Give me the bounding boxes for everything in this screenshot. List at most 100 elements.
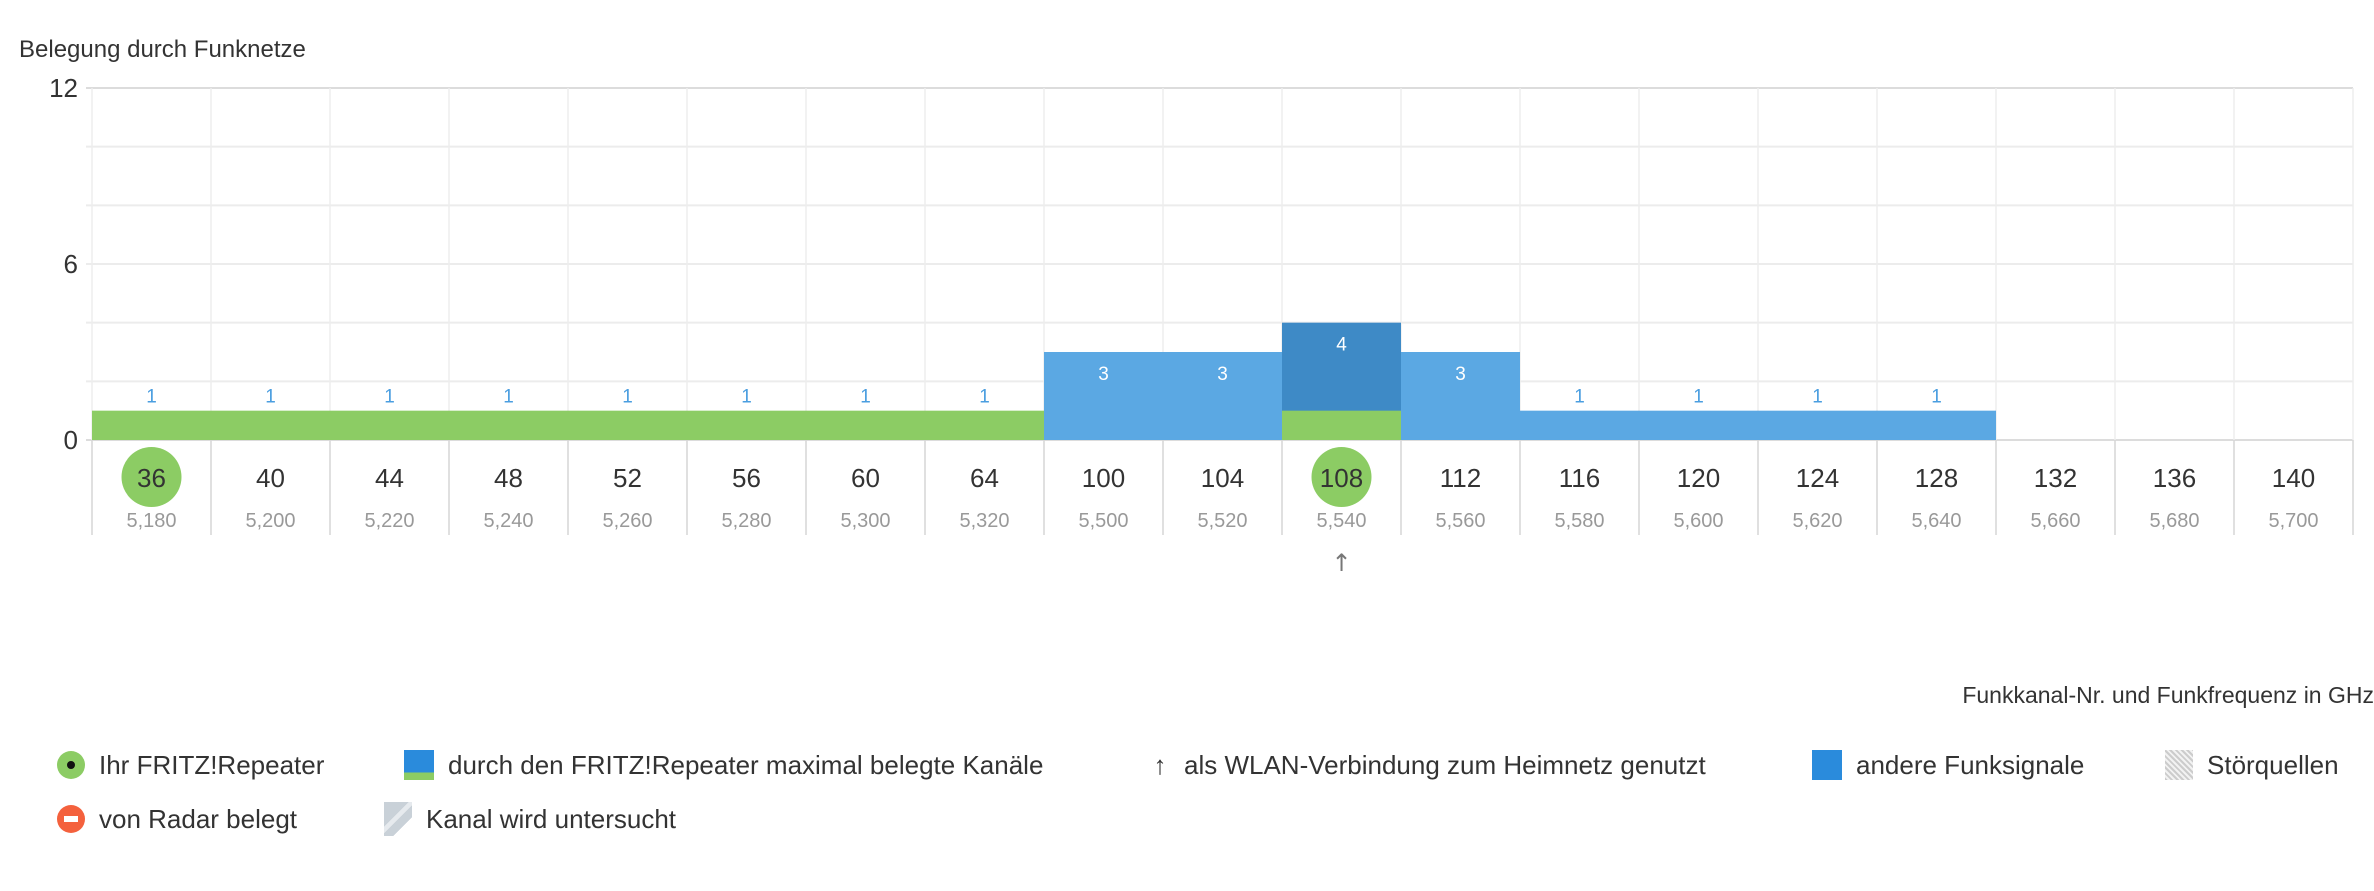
repeater-channel-marker [121, 447, 182, 507]
bar-repeater [806, 410, 925, 440]
bar-value-label: 1 [1574, 387, 1585, 408]
legend-item-investigating: Kanal wird untersucht [384, 799, 676, 839]
bar-value-label: 1 [265, 387, 276, 408]
channel-label: 112 [1440, 463, 1481, 493]
frequency-label: 5,620 [1792, 510, 1842, 532]
used-channels-square-icon [404, 750, 434, 780]
frequency-label: 5,500 [1078, 510, 1128, 532]
bar-value-label: 1 [146, 387, 157, 408]
bar [1520, 410, 1639, 440]
radar-icon [57, 805, 85, 833]
channel-label: 104 [1201, 463, 1244, 493]
channel-label: 52 [613, 463, 642, 493]
bar-repeater [449, 410, 568, 440]
channel-label: 48 [494, 463, 523, 493]
frequency-label: 5,680 [2149, 510, 2199, 532]
bar-value-label: 1 [384, 387, 395, 408]
channel-label: 128 [1915, 463, 1958, 493]
bar-value-label: 1 [1693, 387, 1704, 408]
frequency-label: 5,600 [1673, 510, 1723, 532]
channel-label: 120 [1677, 463, 1720, 493]
bar-repeater [330, 410, 449, 440]
legend-item-interference: Störquellen [2165, 745, 2339, 785]
legend-label: Ihr FRITZ!Repeater [99, 749, 325, 780]
channel-label: 108 [1320, 463, 1363, 493]
frequency-label: 5,660 [2030, 510, 2080, 532]
y-tick-label: 6 [64, 249, 78, 279]
channel-label: 116 [1559, 463, 1600, 493]
legend-item-uplink: ↑ als WLAN-Verbindung zum Heimnetz genut… [1150, 745, 1706, 785]
channel-label: 40 [256, 463, 285, 493]
frequency-label: 5,200 [245, 510, 295, 532]
bar-value-label: 3 [1217, 364, 1228, 385]
channel-label: 36 [137, 463, 166, 493]
frequency-label: 5,520 [1197, 510, 1247, 532]
frequency-label: 5,260 [602, 510, 652, 532]
y-tick-label: 0 [64, 425, 78, 455]
frequency-label: 5,640 [1911, 510, 1961, 532]
bar [1044, 352, 1163, 440]
bar-value-label: 3 [1098, 364, 1109, 385]
legend-label: andere Funksignale [1856, 749, 2085, 780]
bar [1877, 410, 1996, 440]
legend-item-used-channels: durch den FRITZ!Repeater maximal belegte… [404, 745, 1043, 785]
frequency-label: 5,320 [959, 510, 1009, 532]
bar-repeater-segment [1282, 410, 1401, 440]
legend-label: durch den FRITZ!Repeater maximal belegte… [448, 749, 1044, 780]
bar-value-label: 1 [622, 387, 633, 408]
repeater-channel-marker [1311, 447, 1372, 507]
frequency-label: 5,560 [1435, 510, 1485, 532]
bar-repeater [92, 410, 211, 440]
channel-label: 64 [970, 463, 999, 493]
bar-value-label: 1 [741, 387, 752, 408]
legend-label: Störquellen [2207, 749, 2339, 780]
legend-label: als WLAN-Verbindung zum Heimnetz genutzt [1184, 749, 1706, 780]
bar-repeater [568, 410, 687, 440]
channel-label: 136 [2153, 463, 2196, 493]
y-tick-label: 12 [49, 73, 78, 103]
frequency-label: 5,240 [483, 510, 533, 532]
interference-hatch-icon [2165, 750, 2193, 780]
bar-repeater [925, 410, 1044, 440]
legend-item-repeater: Ihr FRITZ!Repeater [57, 745, 324, 785]
frequency-label: 5,180 [126, 510, 176, 532]
bar-value-label: 1 [979, 387, 990, 408]
frequency-label: 5,220 [364, 510, 414, 532]
frequency-label: 5,700 [2268, 510, 2318, 532]
bar-value-label: 1 [860, 387, 871, 408]
frequency-label: 5,580 [1554, 510, 1604, 532]
x-axis-label: Funkkanal-Nr. und Funkfrequenz in GHz [1962, 682, 2374, 708]
legend-item-radar: von Radar belegt [57, 799, 297, 839]
bar-value-label: 1 [1931, 387, 1942, 408]
bar [1639, 410, 1758, 440]
channel-label: 100 [1082, 463, 1125, 493]
frequency-label: 5,540 [1316, 510, 1366, 532]
bar [1163, 352, 1282, 440]
other-signals-square-icon [1812, 750, 1842, 780]
repeater-dot-icon [57, 751, 85, 779]
channel-label: 60 [851, 463, 880, 493]
channel-label: 44 [375, 463, 404, 493]
bar-value-label: 1 [1812, 387, 1823, 408]
chart-title: Belegung durch Funknetze [19, 36, 306, 63]
bar [1401, 352, 1520, 440]
legend-label: von Radar belegt [99, 803, 298, 834]
arrow-up-icon: ↑ [1331, 549, 1351, 577]
legend-item-other-signals: andere Funksignale [1812, 745, 2084, 785]
frequency-label: 5,280 [721, 510, 771, 532]
investigating-icon [384, 802, 412, 836]
bar [1758, 410, 1877, 440]
bar-value-label: 3 [1455, 364, 1466, 385]
arrow-up-icon: ↑ [1153, 749, 1167, 780]
channel-label: 56 [732, 463, 761, 493]
frequency-label: 5,300 [840, 510, 890, 532]
channel-label: 140 [2272, 463, 2315, 493]
legend-label: Kanal wird untersucht [426, 803, 677, 834]
bar-repeater [687, 410, 806, 440]
bar-repeater [211, 410, 330, 440]
channel-label: 124 [1796, 463, 1839, 493]
bar-value-label: 4 [1336, 335, 1347, 356]
bar-value-label: 1 [503, 387, 514, 408]
channel-label: 132 [2034, 463, 2077, 493]
